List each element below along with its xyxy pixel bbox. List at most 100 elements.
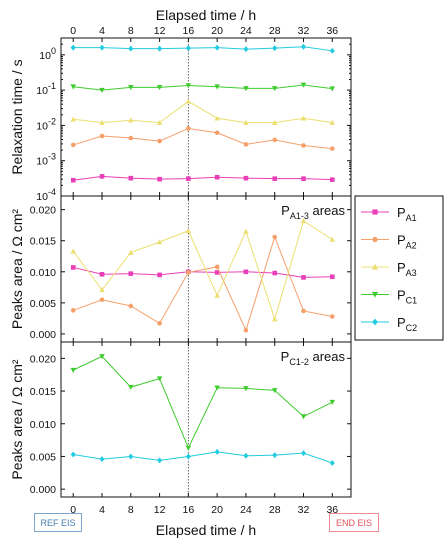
- data-point: [243, 327, 249, 333]
- data-layer: [70, 43, 336, 466]
- data-point: [157, 138, 162, 144]
- legend-marker: [372, 318, 378, 326]
- data-point: [128, 85, 134, 91]
- data-point: [329, 274, 335, 280]
- data-point: [156, 376, 163, 382]
- data-point: [99, 287, 105, 293]
- data-point: [99, 354, 105, 360]
- data-point: [70, 84, 76, 90]
- data-point: [156, 239, 163, 245]
- series-pa1: [70, 174, 335, 183]
- data-point: [300, 414, 307, 420]
- data-point: [186, 176, 191, 181]
- data-point: [329, 314, 335, 319]
- data-point: [185, 98, 192, 104]
- legend-item-pa3: PA3: [361, 260, 417, 278]
- data-point: [70, 367, 76, 373]
- series-pa1: [70, 265, 335, 280]
- data-point: [214, 115, 220, 121]
- series-line: [73, 451, 333, 464]
- series-pc2: [70, 448, 335, 466]
- x-tick-label-bottom: 16: [183, 504, 195, 516]
- data-point: [99, 133, 105, 139]
- y-axis-label: Relaxation time / s: [9, 59, 25, 174]
- legend: PA1 PA2 PA3 PC1 PC2: [354, 195, 444, 341]
- data-point: [128, 384, 134, 390]
- data-point: [128, 303, 134, 309]
- legend-marker: [372, 236, 378, 243]
- legend-marker: [371, 291, 379, 298]
- legend-label: PA1: [397, 205, 417, 223]
- series-pa3: [70, 98, 336, 125]
- data-point: [272, 270, 278, 276]
- x-tick-label-bottom: 12: [154, 504, 166, 516]
- data-point: [214, 448, 220, 455]
- data-point: [214, 44, 220, 51]
- data-point: [300, 450, 307, 457]
- data-point: [99, 87, 105, 93]
- ref-eis-label: REF EIS: [34, 513, 82, 532]
- data-point: [157, 45, 163, 52]
- x-tick-label-top: 8: [128, 25, 134, 37]
- legend-item-pa2: PA2: [361, 233, 417, 251]
- y-tick-label: 10-2: [36, 116, 56, 132]
- y-tick-label: 0.000: [30, 484, 56, 496]
- legend-box: [354, 195, 444, 341]
- data-point: [70, 142, 76, 148]
- y-tick-label: 0.005: [30, 451, 56, 463]
- data-point: [99, 456, 105, 463]
- y-tick-label: 0.005: [30, 298, 56, 310]
- data-point: [329, 399, 336, 405]
- data-point: [128, 271, 134, 276]
- data-point: [99, 271, 105, 277]
- data-point: [329, 460, 335, 466]
- data-point: [243, 46, 249, 53]
- series-line: [73, 46, 333, 52]
- data-point: [128, 249, 134, 255]
- data-point: [300, 115, 307, 121]
- data-point: [214, 84, 220, 90]
- data-point: [329, 47, 335, 54]
- data-point: [271, 86, 278, 92]
- data-point: [99, 174, 105, 179]
- data-point: [157, 272, 162, 278]
- data-point: [70, 248, 76, 254]
- data-point: [271, 388, 278, 394]
- data-point: [243, 175, 249, 181]
- y-axis-label: Peaks area / Ω cm²: [9, 209, 25, 330]
- y-tick-label: 0.000: [30, 329, 56, 341]
- bottom-x-axis-label: Elapsed time / h: [156, 522, 256, 538]
- y-tick-label: 0.020: [30, 205, 56, 217]
- x-tick-label-top: 16: [183, 25, 195, 37]
- x-tick-label-bottom: 8: [128, 504, 134, 516]
- data-point: [301, 275, 306, 280]
- x-tick-label-bottom: 32: [298, 504, 310, 516]
- series-pc1: [70, 82, 336, 93]
- data-point: [243, 386, 249, 392]
- data-point: [157, 321, 162, 326]
- data-point: [272, 176, 278, 181]
- y-tick-label: 0.010: [30, 267, 56, 279]
- data-point: [214, 292, 220, 298]
- series-line: [73, 355, 333, 450]
- data-point: [243, 119, 249, 125]
- x-tick-label-top: 32: [298, 25, 310, 37]
- data-point: [272, 234, 278, 240]
- data-point: [128, 453, 134, 460]
- legend-item-pa1: PA1: [361, 205, 417, 223]
- data-point: [157, 176, 162, 182]
- series-pa2: [70, 234, 335, 333]
- data-point: [157, 457, 163, 464]
- data-point: [185, 453, 191, 460]
- data-point: [70, 44, 76, 51]
- data-point: [243, 228, 249, 234]
- data-point: [99, 44, 105, 51]
- legend-marker: [371, 263, 379, 270]
- data-point: [243, 269, 249, 275]
- data-point: [329, 146, 335, 151]
- data-point: [271, 119, 278, 125]
- data-point: [214, 385, 220, 391]
- data-point: [214, 130, 220, 136]
- data-point: [272, 452, 278, 459]
